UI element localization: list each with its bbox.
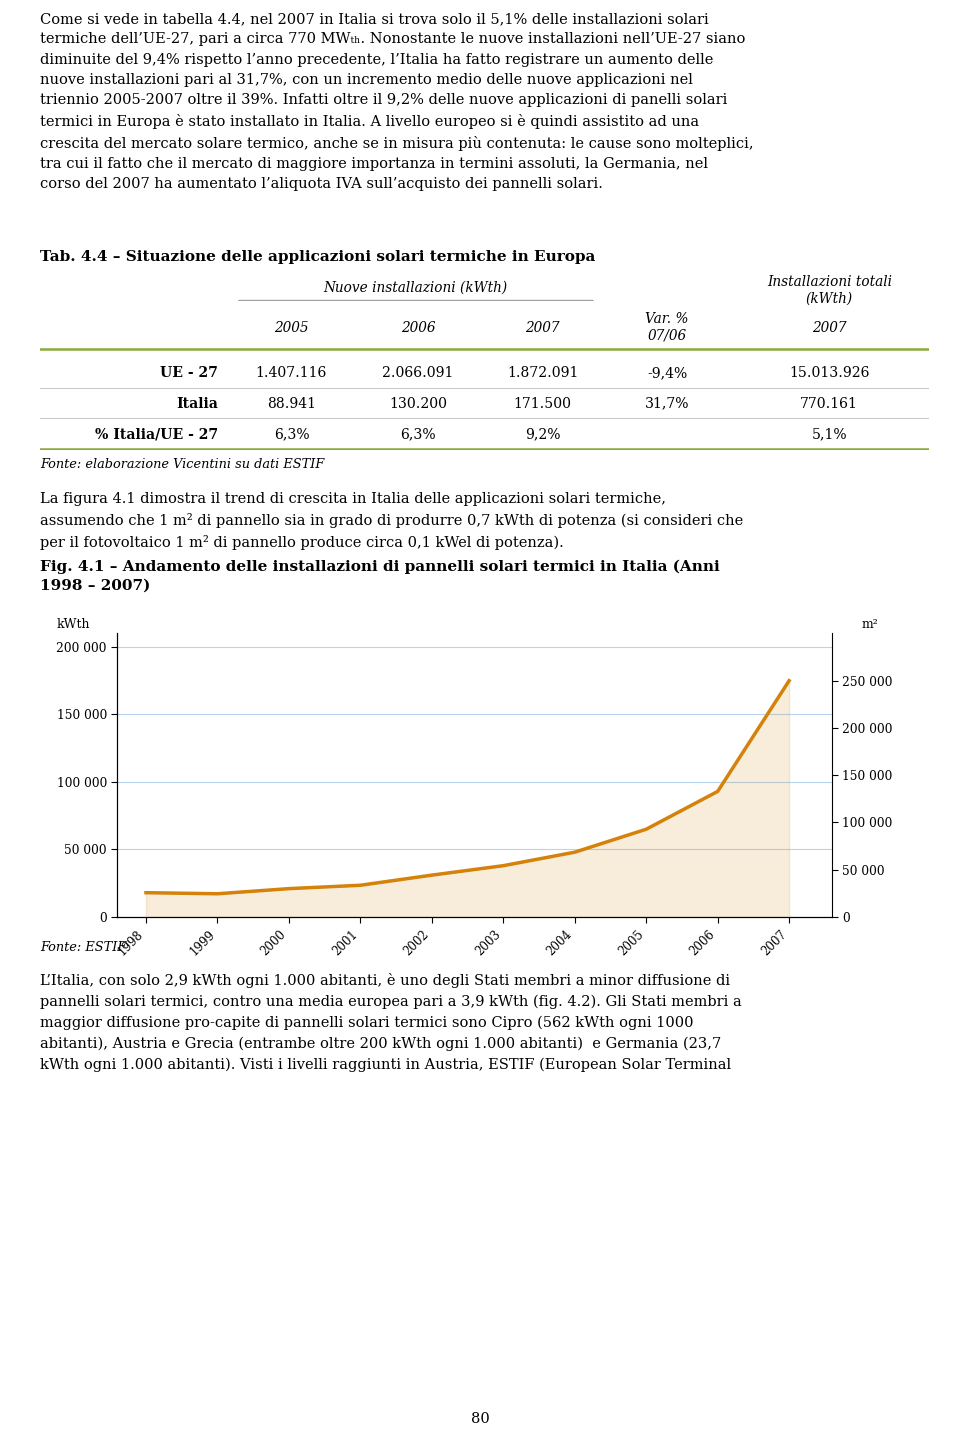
Text: 130.200: 130.200 — [389, 396, 447, 411]
Text: L’Italia, con solo 2,9 kWth ogni 1.000 abitanti, è uno degli Stati membri a mino: L’Italia, con solo 2,9 kWth ogni 1.000 a… — [40, 973, 742, 1072]
Text: Fonte: elaborazione Vicentini su dati ESTIF: Fonte: elaborazione Vicentini su dati ES… — [40, 458, 324, 471]
Text: 770.161: 770.161 — [801, 396, 858, 411]
Text: 6,3%: 6,3% — [274, 428, 309, 441]
Text: 88.941: 88.941 — [267, 396, 316, 411]
Text: 2005: 2005 — [275, 321, 309, 335]
Text: m²: m² — [861, 618, 878, 631]
Text: 15.013.926: 15.013.926 — [789, 366, 870, 381]
Text: Var. %
07/06: Var. % 07/06 — [645, 312, 688, 342]
Text: 80: 80 — [470, 1412, 490, 1427]
Text: 2007: 2007 — [525, 321, 560, 335]
Text: 1.872.091: 1.872.091 — [507, 366, 578, 381]
Text: Come si vede in tabella 4.4, nel 2007 in Italia si trova solo il 5,1% delle inst: Come si vede in tabella 4.4, nel 2007 in… — [40, 11, 754, 192]
Text: 2.066.091: 2.066.091 — [382, 366, 454, 381]
Text: Fonte: ESTIF: Fonte: ESTIF — [40, 942, 127, 954]
Text: 31,7%: 31,7% — [645, 396, 689, 411]
Text: Nuove installazioni (kWth): Nuove installazioni (kWth) — [324, 280, 508, 295]
Text: -9,4%: -9,4% — [647, 366, 687, 381]
Text: UE - 27: UE - 27 — [160, 366, 218, 381]
Text: Installazioni totali
(kWth): Installazioni totali (kWth) — [767, 275, 892, 305]
Text: 2007: 2007 — [812, 321, 847, 335]
Text: 6,3%: 6,3% — [400, 428, 436, 441]
Text: 9,2%: 9,2% — [525, 428, 561, 441]
Text: 2006: 2006 — [401, 321, 436, 335]
Text: Italia: Italia — [177, 396, 218, 411]
Text: 1.407.116: 1.407.116 — [255, 366, 327, 381]
Text: 5,1%: 5,1% — [811, 428, 847, 441]
Text: 171.500: 171.500 — [514, 396, 571, 411]
Text: kWth: kWth — [57, 618, 90, 631]
Text: Fig. 4.1 – Andamento delle installazioni di pannelli solari termici in Italia (A: Fig. 4.1 – Andamento delle installazioni… — [40, 560, 720, 592]
Text: La figura 4.1 dimostra il trend di crescita in Italia delle applicazioni solari : La figura 4.1 dimostra il trend di cresc… — [40, 492, 744, 550]
Text: Tab. 4.4 – Situazione delle applicazioni solari termiche in Europa: Tab. 4.4 – Situazione delle applicazioni… — [40, 250, 596, 263]
Text: % Italia/UE - 27: % Italia/UE - 27 — [95, 428, 218, 441]
